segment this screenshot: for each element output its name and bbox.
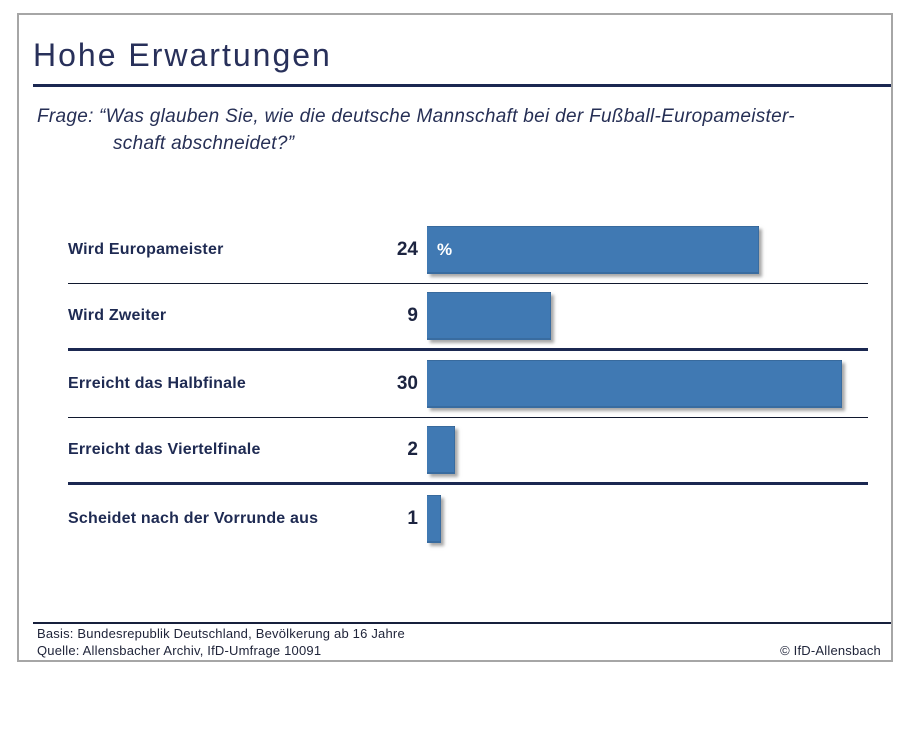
chart-card: Hohe Erwartungen Frage: “Was glauben Sie… [17,13,893,662]
bar: % [427,226,759,274]
category-label: Erreicht das Halbfinale [68,375,246,392]
footer-basis: Basis: Bundesrepublik Deutschland, Bevöl… [37,626,405,641]
footer-source: Quelle: Allensbacher Archiv, IfD-Umfrage… [37,643,322,658]
bar-zone [418,426,868,474]
bar [427,292,551,340]
bar [427,360,842,408]
table-row: Erreicht das Halbfinale 30 [68,351,868,418]
title-divider [33,84,891,87]
category-label: Scheidet nach der Vorrunde aus [68,509,319,527]
table-row: Wird Zweiter 9 [68,284,868,351]
table-row: Scheidet nach der Vorrunde aus 1 [68,485,868,552]
category-label: Erreicht das Viertelfinale [68,441,261,458]
table-row: Wird Europameister 24 % [68,217,868,284]
footer-copyright: © IfD-Allensbach [780,643,881,658]
table-row: Erreicht das Viertelfinale 2 [68,418,868,485]
question-line-2: schaft abschneidet?” [113,133,295,154]
question-text: “Was glauben Sie, wie die deutsche Manns… [99,103,795,157]
value-label: 2 [407,439,418,460]
bar-zone [418,494,868,543]
value-label: 24 [396,239,418,260]
page-title: Hohe Erwartungen [33,37,332,73]
bar-zone [418,360,868,408]
bar-rows: Wird Europameister 24 % Wird Zweiter 9 E… [68,217,868,552]
survey-question: Frage: “Was glauben Sie, wie die deutsch… [37,103,871,157]
category-label: Wird Europameister [68,241,224,258]
value-label: 9 [407,305,418,326]
bar [427,426,455,474]
category-label: Wird Zweiter [68,307,167,324]
value-label: 1 [407,507,418,529]
percent-unit-label: % [437,240,453,259]
question-prefix: Frage: [37,106,94,127]
footer-divider [33,622,891,624]
question-line-1: “Was glauben Sie, wie die deutsche Manns… [99,106,795,127]
bar-zone [418,292,868,340]
bar-zone: % [418,226,868,274]
bar [427,494,441,543]
value-label: 30 [396,373,418,394]
